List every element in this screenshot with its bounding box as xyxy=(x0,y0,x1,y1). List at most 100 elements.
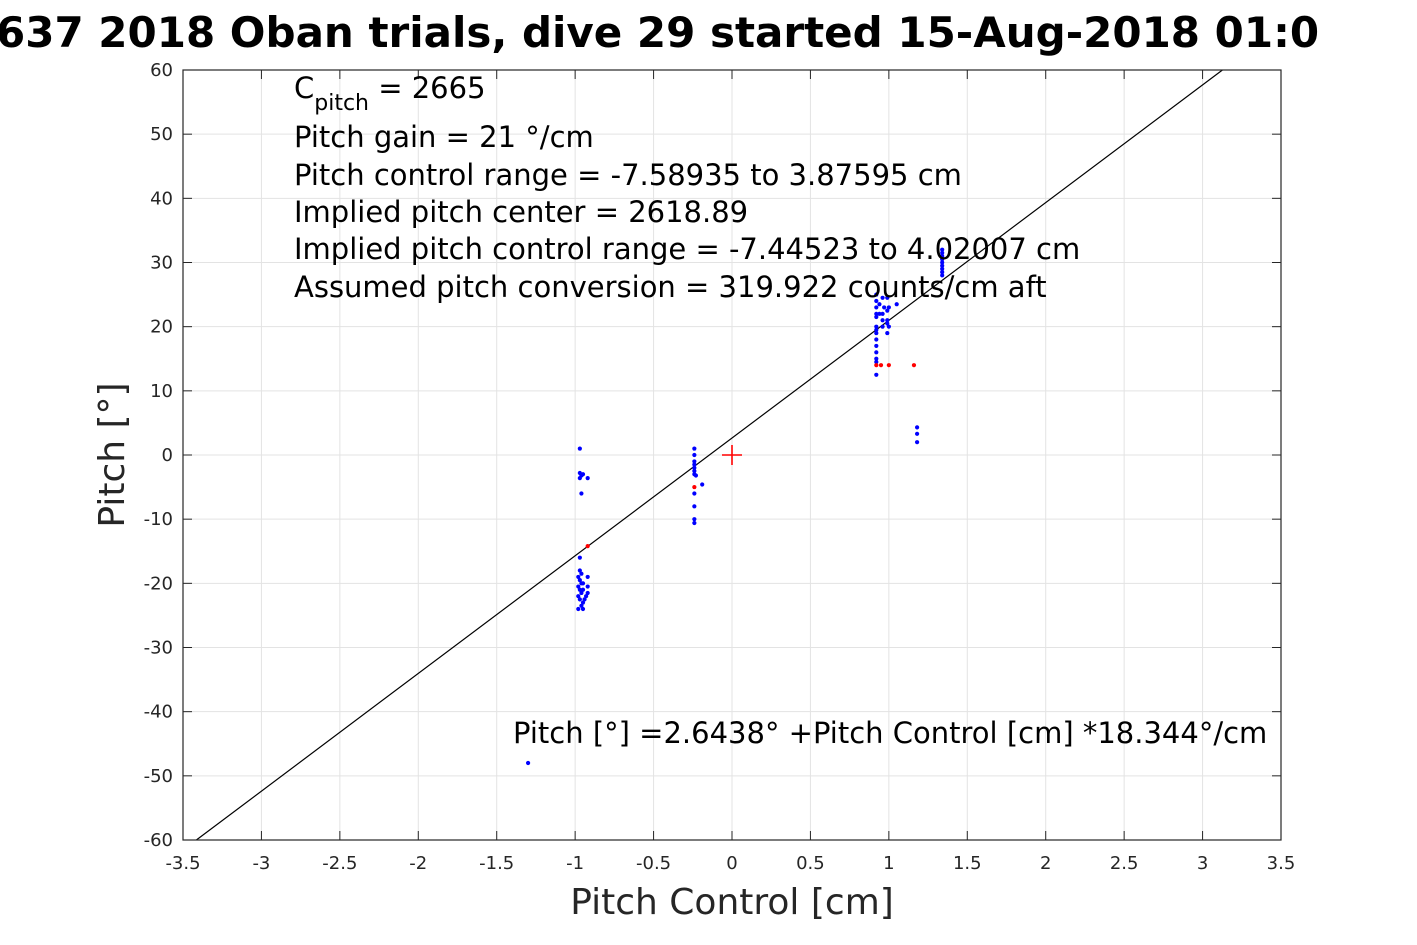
data-point-red xyxy=(585,544,590,549)
data-point-blue xyxy=(885,321,890,326)
y-tick-label: 10 xyxy=(150,381,173,402)
data-point-blue xyxy=(579,603,584,608)
x-tick-label: -2 xyxy=(409,853,427,874)
data-point-blue xyxy=(585,574,590,580)
data-point-blue xyxy=(579,590,584,596)
data-point-blue xyxy=(880,295,885,300)
annotation-assumed-conversion: Assumed pitch conversion = 319.922 count… xyxy=(294,270,1047,304)
data-point-red xyxy=(911,363,917,368)
data-point-blue xyxy=(579,491,584,496)
data-point-blue xyxy=(577,446,582,451)
chart-title: 637 2018 Oban trials, dive 29 started 15… xyxy=(0,8,1319,57)
data-point-blue xyxy=(874,311,879,316)
data-point-blue xyxy=(885,308,890,313)
data-point-blue xyxy=(914,431,920,436)
data-point-blue xyxy=(582,597,587,602)
annotation-implied-range: Implied pitch control range = -7.44523 t… xyxy=(294,232,1080,266)
data-point-blue xyxy=(525,760,531,766)
data-point-blue xyxy=(692,517,697,522)
data-point-blue xyxy=(576,594,581,599)
x-tick-label: -3.5 xyxy=(165,853,200,874)
y-tick-label: -60 xyxy=(144,830,173,851)
data-point-blue xyxy=(693,473,699,478)
y-tick-label: 20 xyxy=(150,317,173,338)
data-point-blue xyxy=(692,452,697,458)
data-point-red xyxy=(886,363,891,368)
x-tick-label: 3.5 xyxy=(1267,853,1296,874)
data-point-red xyxy=(692,484,697,490)
data-point-blue xyxy=(880,311,885,316)
data-point-blue xyxy=(576,584,581,589)
y-axis-ticks: 60 50 40 30 20 10 0 -10 -20 -30 -40 -50 -60 xyxy=(144,60,1281,851)
data-point-blue xyxy=(580,606,586,612)
data-point-blue xyxy=(874,330,879,336)
x-tick-label: 2.5 xyxy=(1110,853,1139,874)
data-point-blue xyxy=(576,606,581,612)
x-axis-ticks: -3.5 -3 -2.5 -2 -1.5 -1 -0.5 0 0.5 1 1.5 2 2.5 3 3.5 xyxy=(165,70,1295,874)
data-point-blue xyxy=(874,324,879,329)
data-point-blue xyxy=(886,324,891,329)
data-point-blue xyxy=(914,425,920,430)
data-point-blue xyxy=(940,260,945,265)
data-point-blue xyxy=(894,302,899,307)
y-tick-label: -50 xyxy=(144,766,173,787)
data-point-blue xyxy=(579,571,584,576)
data-point-blue xyxy=(940,270,945,275)
data-points xyxy=(525,247,945,766)
y-tick-label: 0 xyxy=(162,445,173,466)
data-point-blue xyxy=(585,476,590,481)
data-point-blue xyxy=(577,587,582,592)
y-tick-label: -20 xyxy=(144,573,173,594)
data-point-blue xyxy=(874,298,879,304)
data-point-blue xyxy=(700,482,705,487)
x-tick-label: -0.5 xyxy=(636,853,671,874)
y-tick-label: 50 xyxy=(150,124,173,145)
data-point-blue xyxy=(692,504,697,509)
data-point-blue xyxy=(940,253,945,259)
x-tick-label: -2.5 xyxy=(322,853,357,874)
x-tick-label: 1.5 xyxy=(953,853,982,874)
data-point-blue xyxy=(874,343,879,349)
data-point-blue xyxy=(577,578,582,583)
data-point-blue xyxy=(577,555,582,560)
y-tick-label: 40 xyxy=(150,188,173,209)
data-point-blue xyxy=(585,584,590,589)
fit-equation-label: Pitch [°] =2.6438° +Pitch Control [cm] *… xyxy=(513,716,1267,750)
y-axis-label: Pitch [°] xyxy=(92,382,133,527)
data-point-blue xyxy=(580,472,586,477)
data-point-blue xyxy=(940,247,945,252)
data-point-blue xyxy=(940,250,945,255)
annotation-implied-center: Implied pitch center = 2618.89 xyxy=(294,195,748,229)
data-point-blue xyxy=(877,302,882,307)
data-point-blue xyxy=(885,330,890,336)
x-tick-label: -3 xyxy=(252,853,270,874)
data-point-blue xyxy=(874,372,879,377)
data-point-blue xyxy=(692,462,697,467)
data-point-blue xyxy=(886,305,891,310)
data-point-blue xyxy=(584,594,589,599)
data-point-blue xyxy=(577,597,582,602)
data-point-blue xyxy=(692,465,697,470)
data-point-blue xyxy=(874,314,879,320)
fit-line xyxy=(195,69,1223,841)
data-point-blue xyxy=(692,446,697,451)
grid xyxy=(182,69,1282,841)
cpitch-subscript: pitch xyxy=(314,91,369,116)
data-point-blue xyxy=(585,590,590,596)
data-point-blue xyxy=(577,568,582,573)
y-tick-label: 60 xyxy=(150,60,173,81)
data-point-blue xyxy=(874,356,879,361)
cpitch-symbol: C xyxy=(294,71,314,105)
y-tick-label: -30 xyxy=(144,638,173,659)
x-axis-label: Pitch Control [cm] xyxy=(570,882,894,923)
data-point-blue xyxy=(880,324,885,329)
data-point-blue xyxy=(692,468,697,474)
data-point-red xyxy=(874,363,879,368)
data-point-red xyxy=(878,363,884,368)
data-point-blue xyxy=(692,459,697,464)
data-point-blue xyxy=(914,440,920,445)
fit-line-layer xyxy=(195,69,1223,841)
data-point-blue xyxy=(580,600,586,605)
cpitch-value: = 2665 xyxy=(369,71,486,105)
